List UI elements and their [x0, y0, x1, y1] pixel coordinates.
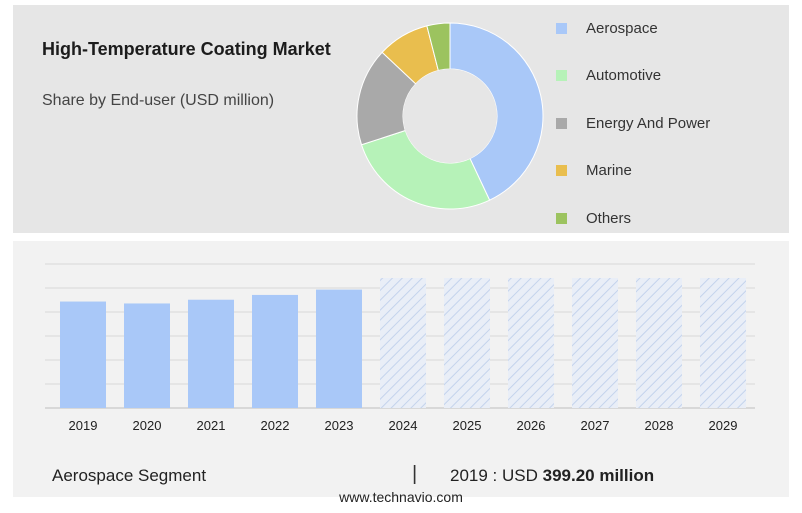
legend-label: Others	[586, 209, 632, 227]
bar-2021	[188, 299, 234, 408]
legend-item-energy-and-power: Energy And Power	[556, 111, 756, 135]
forecast-bar-2026	[508, 278, 554, 408]
forecast-bar-2028	[636, 278, 682, 408]
legend-swatch	[556, 212, 567, 224]
legend-item-others: Others	[556, 206, 756, 230]
segment-label: Aerospace Segment	[52, 466, 207, 485]
donut-hole	[403, 69, 497, 163]
bar-panel: 2019 2020 2021 2022 2023 2024 2025 2026 2027 2028…	[13, 241, 789, 497]
donut-chart	[356, 22, 544, 210]
legend-item-marine: Marine	[556, 159, 756, 183]
segment-value: 2019 : USD 399.20 million	[450, 466, 654, 486]
x-tick-label: 2023	[325, 418, 354, 433]
legend-swatch	[556, 70, 567, 81]
bar-2023	[316, 289, 362, 408]
x-tick-label: 2027	[581, 418, 610, 433]
forecast-bar-2025	[444, 278, 490, 408]
x-tick-label: 2021	[197, 418, 226, 433]
legend-item-aerospace: Aerospace	[556, 16, 756, 40]
bar-2019	[60, 301, 106, 408]
forecast-bar-2029	[700, 278, 746, 408]
x-tick-label: 2022	[261, 418, 290, 433]
legend-label: Energy And Power	[586, 114, 711, 132]
legend-swatch	[556, 117, 567, 129]
x-tick-label: 2020	[133, 418, 162, 433]
footer-separator: |	[412, 463, 418, 485]
bar-chart: 2019 2020 2021 2022 2023 2024 2025 2026 2027 2028…	[45, 263, 755, 433]
chart-title: High-Temperature Coating Market	[42, 39, 331, 59]
x-tick-label: 2028	[645, 418, 674, 433]
forecast-bar-2027	[572, 278, 618, 408]
legend-swatch	[556, 165, 567, 176]
legend-label: Aerospace	[586, 19, 658, 37]
legend-label: Marine	[586, 162, 632, 179]
legend-item-automotive: Automotive	[556, 64, 756, 88]
source-link[interactable]: www.technavio.com	[339, 489, 463, 505]
chart-subtitle: Share by End-user (USD million)	[42, 92, 275, 109]
x-tick-label: 2029	[709, 418, 738, 433]
legend-label: Automotive	[586, 67, 662, 84]
x-tick-label: 2024	[389, 418, 418, 433]
x-tick-label: 2019	[69, 418, 98, 433]
x-tick-label: 2025	[453, 418, 482, 433]
bar-2022	[252, 294, 298, 408]
legend-swatch	[556, 22, 567, 34]
segment-value-amount: 399.20 million	[542, 466, 655, 485]
segment-value-prefix: 2019 : USD	[450, 466, 538, 485]
bar-2020	[124, 303, 170, 408]
forecast-bar-2024	[380, 278, 426, 408]
x-tick-label: 2026	[517, 418, 546, 433]
